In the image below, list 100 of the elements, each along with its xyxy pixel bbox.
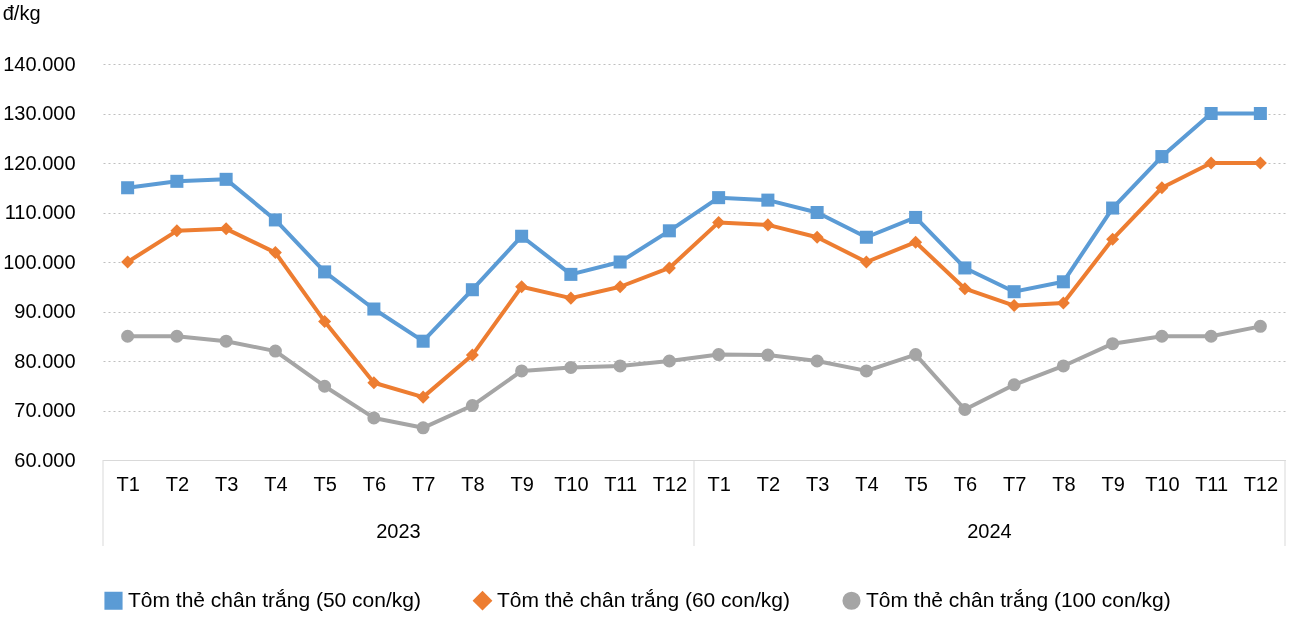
point [712,191,726,205]
point [1056,296,1070,310]
y-tick-label: 140.000 [3,52,76,75]
x-tick-label: T5 [904,472,928,495]
point [1155,329,1169,343]
point [121,181,135,195]
x-tick-label: T11 [604,472,638,495]
point [1106,337,1120,351]
x-tick-label: T7 [1002,472,1027,495]
y-tick-label: 80.000 [14,349,76,372]
point [958,282,972,296]
x-tick-label: T4 [264,472,288,495]
x-tick-label: T12 [1243,472,1279,495]
x-tick-label: T10 [1145,472,1180,495]
point [1106,232,1120,246]
y-tick-label: 100.000 [3,250,76,273]
point [416,334,430,348]
point [1007,378,1021,392]
point [958,403,972,417]
point [909,210,923,224]
point [367,302,381,316]
point [515,280,529,294]
point [1204,329,1218,343]
x-tick-label: T6 [953,472,978,495]
point [268,213,282,227]
point [859,255,873,269]
point [318,314,332,328]
y-tick-label: 70.000 [14,399,76,421]
point [219,172,233,186]
point [121,255,135,269]
point [1155,181,1169,195]
point [859,364,873,378]
point [465,283,479,297]
x-tick-label: T1 [116,472,140,495]
point [416,421,430,435]
x-tick-label: T2 [756,472,781,495]
point [1204,156,1218,170]
point [219,334,233,348]
point [613,280,627,294]
point [268,246,282,260]
point [712,348,726,362]
x-tick-label: T7 [411,472,436,495]
x-tick-label: T1 [707,472,731,495]
point [1007,285,1021,299]
point [564,267,578,281]
point [367,411,381,425]
point [416,390,430,404]
point [761,193,775,207]
point [1204,106,1218,121]
point [613,255,627,269]
x-tick-label: T2 [165,472,190,495]
point [1253,106,1267,121]
point [810,205,824,220]
point [121,329,135,343]
point [465,348,479,362]
point [1007,299,1021,313]
x-tick-label: T8 [461,472,485,495]
x-tick-label: T12 [652,472,688,495]
point [515,364,529,378]
point [662,261,676,275]
legend-label: Tôm thẻ chân trắng (100 con/kg) [866,587,1171,611]
x-tick-label: T8 [1052,472,1076,495]
x-tick-label: T3 [214,472,239,495]
point [219,222,233,236]
point [909,348,923,362]
point [909,235,923,249]
point [1106,201,1120,215]
point [268,344,282,358]
point [1253,319,1267,333]
point [1056,275,1070,289]
point [662,224,676,238]
point [761,348,775,362]
point [613,359,627,373]
point [1056,359,1070,373]
y-tick-label: 110.000 [4,201,76,223]
x-tick-label: T3 [805,472,830,495]
y-axis-title: đ/kg [2,2,41,24]
legend-label: Tôm thẻ chân trắng (50 con/kg) [128,587,421,611]
point [564,291,578,305]
x-tick-label: T10 [554,472,589,495]
point [515,229,529,243]
point [810,230,824,244]
x-tick-label: T9 [510,472,534,495]
point [170,224,184,238]
legend-label: Tôm thẻ chân trắng (60 con/kg) [497,587,790,611]
point [318,379,332,393]
x-tick-label: T9 [1101,472,1125,495]
point [564,360,578,374]
point [958,261,972,275]
point [170,329,184,343]
point [318,265,332,279]
point [662,354,676,368]
point [810,354,824,368]
point [170,174,184,188]
point [1155,150,1169,164]
x-tick-label: T5 [313,472,337,495]
y-tick-label: 120.000 [3,151,76,174]
y-tick-label: 60.000 [14,448,76,471]
text: 2023 [376,520,421,542]
x-tick-label: T11 [1195,472,1229,495]
